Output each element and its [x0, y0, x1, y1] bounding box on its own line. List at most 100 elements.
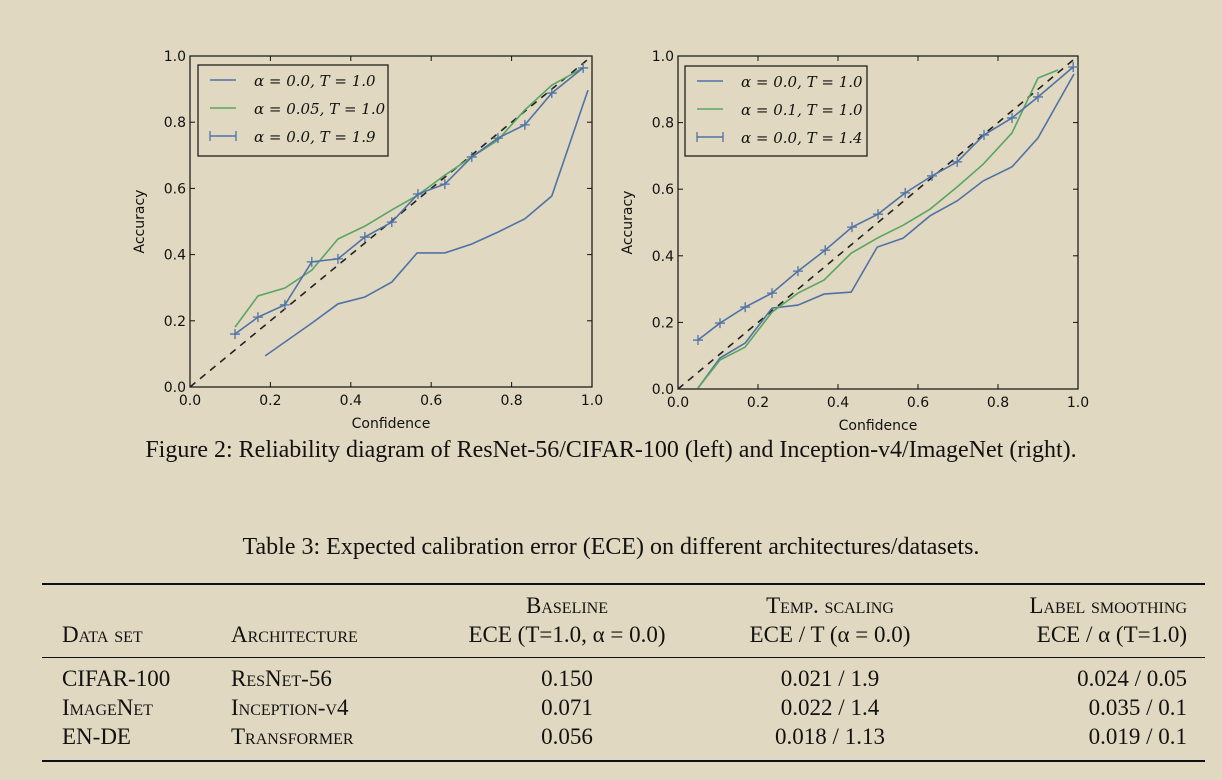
- data-point-marker: [386, 217, 397, 228]
- data-point-marker: [306, 256, 317, 267]
- series-line-0: [264, 89, 589, 357]
- figure-caption: Figure 2: Reliability diagram of ResNet-…: [145, 437, 1077, 463]
- legend-label: α = 0.0, T = 1.0: [254, 72, 376, 90]
- header-temp-scaling: Temp. scaling: [766, 593, 894, 618]
- data-point-marker: [332, 253, 343, 264]
- y-tick-label: 0.2: [652, 315, 674, 331]
- cell-dataset: CIFAR-100: [62, 666, 171, 691]
- cell-label-smoothing: 0.019 / 0.1: [1088, 724, 1187, 749]
- header-baseline-sub: ECE (T=1.0, α = 0.0): [468, 622, 666, 647]
- data-point-marker: [767, 288, 777, 299]
- series-line-0: [697, 73, 1075, 389]
- data-point-marker: [578, 62, 589, 73]
- legend-box: [197, 64, 389, 157]
- series-line-1: [697, 69, 1059, 389]
- cell-architecture: Inception-v4: [231, 695, 349, 720]
- data-point-marker: [1007, 112, 1017, 123]
- cell-dataset: ImageNet: [62, 695, 153, 720]
- data-point-marker: [252, 312, 263, 323]
- plot-frame: [677, 55, 1079, 390]
- series-line-1: [234, 67, 584, 328]
- cell-label-smoothing: 0.024 / 0.05: [1077, 666, 1187, 691]
- legend-label: α = 0.1, T = 1.0: [741, 101, 863, 119]
- data-point-marker: [1068, 61, 1079, 72]
- x-tick-label: 0.2: [747, 395, 769, 411]
- cell-baseline: 0.071: [541, 695, 593, 720]
- header-label-smoothing-sub: ECE / α (T=1.0): [1036, 622, 1187, 647]
- x-tick-label: 0.0: [179, 393, 201, 409]
- y-tick-label: 0.6: [652, 182, 674, 198]
- cell-architecture: Transformer: [231, 724, 354, 749]
- x-axis-label: Confidence: [839, 418, 918, 434]
- x-axis-label: Confidence: [352, 416, 431, 432]
- data-point-marker: [793, 266, 803, 277]
- plot-frame: [189, 55, 593, 388]
- x-tick-label: 0.8: [987, 395, 1009, 411]
- data-point-marker: [412, 189, 423, 200]
- data-point-marker: [820, 245, 831, 256]
- cell-temp-scaling: 0.018 / 1.13: [775, 724, 885, 749]
- data-point-marker: [740, 302, 751, 313]
- header-temp-scaling-sub: ECE / T (α = 0.0): [749, 622, 911, 647]
- legend-label: α = 0.0, T = 1.9: [254, 128, 376, 146]
- cell-dataset: EN-DE: [62, 724, 131, 749]
- legend-marker: [209, 131, 237, 141]
- table-mid-rule: [42, 657, 1205, 658]
- data-point-marker: [519, 119, 530, 130]
- cell-baseline: 0.056: [541, 724, 593, 749]
- data-point-marker: [927, 170, 937, 181]
- perfect-calibration-line: [677, 55, 1079, 390]
- x-tick-label: 0.6: [907, 395, 929, 411]
- data-point-marker: [900, 187, 911, 198]
- table-top-rule: [42, 583, 1205, 585]
- data-point-marker: [693, 335, 703, 346]
- x-tick-label: 1.0: [1067, 395, 1089, 411]
- data-point-marker: [546, 88, 557, 99]
- data-point-marker: [466, 151, 477, 162]
- x-tick-label: 0.0: [667, 395, 689, 411]
- data-point-marker: [230, 329, 241, 340]
- y-tick-label: 1.0: [164, 49, 186, 65]
- cell-architecture: ResNet-56: [231, 666, 332, 691]
- cell-baseline: 0.150: [541, 666, 593, 691]
- x-tick-label: 0.6: [420, 393, 442, 409]
- header-label-smoothing: Label smoothing: [1029, 593, 1187, 618]
- x-tick-label: 0.4: [827, 395, 849, 411]
- legend-label: α = 0.0, T = 1.4: [741, 129, 863, 147]
- table-caption: Table 3: Expected calibration error (ECE…: [242, 534, 980, 560]
- legend-label: α = 0.05, T = 1.0: [254, 100, 386, 118]
- header-baseline: Baseline: [526, 593, 608, 618]
- cell-label-smoothing: 0.035 / 0.1: [1088, 695, 1187, 720]
- cell-temp-scaling: 0.021 / 1.9: [780, 666, 880, 691]
- data-point-marker: [279, 299, 290, 310]
- table-bottom-rule: [42, 760, 1205, 762]
- header-dataset: Data set: [62, 622, 143, 647]
- data-point-marker: [492, 133, 503, 144]
- cell-temp-scaling: 0.022 / 1.4: [780, 695, 880, 720]
- y-tick-label: 0.0: [652, 382, 674, 398]
- data-point-marker: [952, 156, 963, 167]
- data-point-marker: [847, 222, 857, 233]
- header-architecture: Architecture: [231, 622, 358, 647]
- y-tick-label: 1.0: [652, 49, 674, 65]
- x-tick-label: 0.8: [500, 393, 522, 409]
- y-tick-label: 0.4: [164, 248, 186, 264]
- reliability-chart-resnet56-cifar100: 0.0 0.2 0.4 0.6 0.8 1.0 0.0 0.2 0.4 0.6 0.8 1.0 Conf…: [132, 49, 603, 432]
- y-axis-label: Accuracy: [620, 191, 636, 255]
- y-tick-label: 0.8: [652, 116, 674, 132]
- legend-label: α = 0.0, T = 1.0: [741, 73, 863, 91]
- y-tick-label: 0.2: [164, 314, 186, 330]
- perfect-calibration-line: [189, 55, 593, 388]
- y-tick-label: 0.6: [164, 181, 186, 197]
- y-tick-label: 0.8: [164, 115, 186, 131]
- data-point-marker: [873, 209, 883, 220]
- x-tick-label: 0.2: [259, 393, 281, 409]
- series-line-2: [234, 67, 584, 335]
- data-point-marker: [359, 232, 370, 243]
- data-point-marker: [1033, 91, 1043, 102]
- y-tick-label: 0.4: [652, 249, 674, 265]
- data-point-marker: [439, 179, 450, 190]
- x-tick-label: 1.0: [581, 393, 603, 409]
- y-tick-label: 0.0: [164, 380, 186, 396]
- data-point-marker: [979, 129, 989, 140]
